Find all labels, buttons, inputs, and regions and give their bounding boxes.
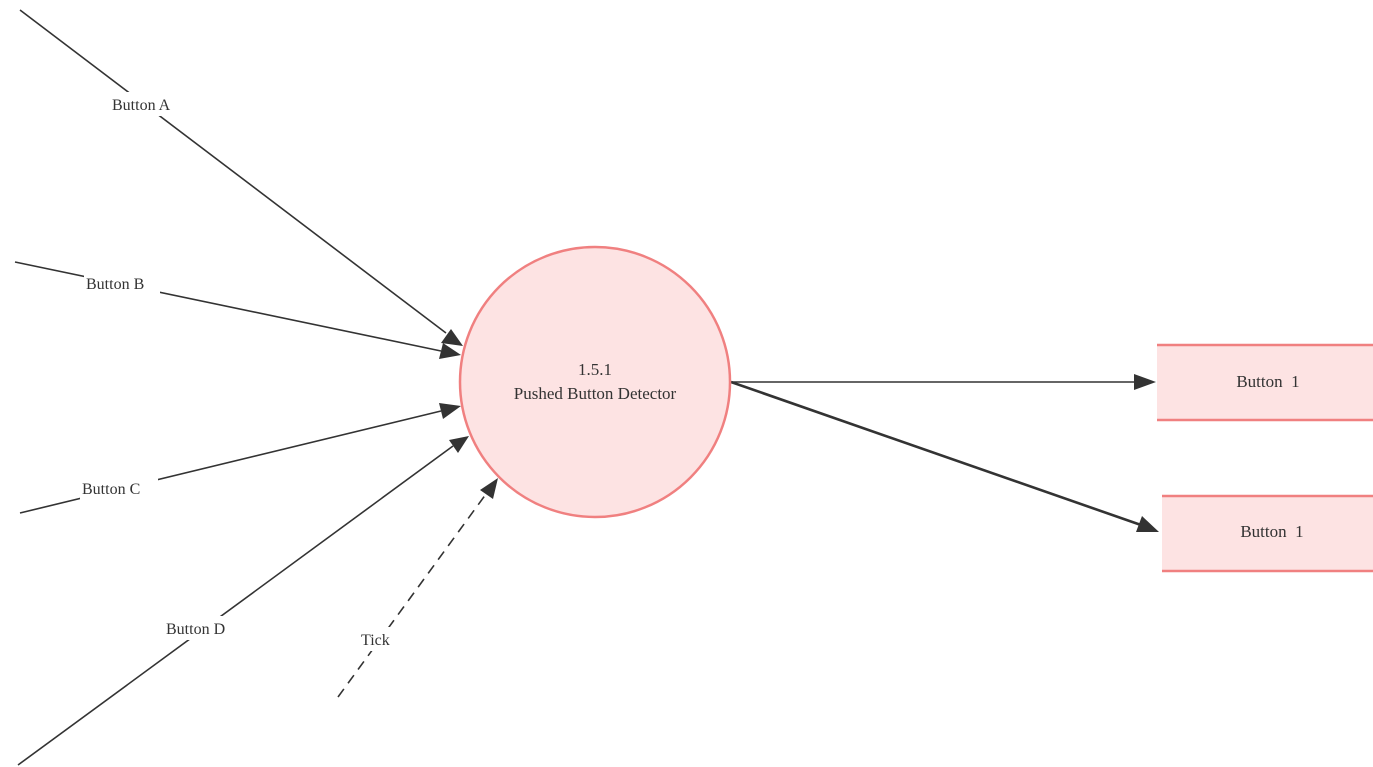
flow-tick-line	[337, 493, 487, 698]
flow-button-d-arrowhead	[449, 436, 469, 453]
flow-button-c[interactable]: Button C	[19, 403, 461, 514]
flow-output-1[interactable]	[731, 374, 1156, 390]
process-node[interactable]: 1.5.1 Pushed Button Detector	[458, 245, 732, 519]
flow-output-2-line	[730, 380, 1142, 527]
flow-button-b[interactable]: Button B	[14, 261, 461, 359]
flow-button-d[interactable]: Button D	[17, 436, 469, 766]
data-store-2-box	[1162, 496, 1373, 571]
flow-button-b-label: Button B	[86, 276, 144, 293]
flow-tick-arrowhead	[480, 478, 498, 499]
flow-output-2-arrowhead	[1136, 516, 1159, 532]
flow-button-d-line	[17, 445, 454, 766]
data-store-1-box	[1157, 345, 1373, 420]
flow-button-a-line	[19, 9, 447, 334]
flow-output-1-arrowhead	[1134, 374, 1156, 390]
process-name: Pushed Button Detector	[514, 384, 677, 403]
process-number: 1.5.1	[578, 360, 612, 379]
data-store-2-label: Button 1	[1240, 522, 1303, 541]
flow-button-d-label: Button D	[166, 621, 225, 638]
flow-tick[interactable]: Tick	[337, 478, 498, 698]
flow-button-a[interactable]: Button A	[19, 9, 463, 346]
flow-button-c-arrowhead	[439, 403, 461, 419]
flow-button-b-arrowhead	[439, 343, 461, 359]
data-store-1[interactable]: Button 1	[1157, 343, 1373, 422]
flow-output-2[interactable]	[730, 380, 1159, 532]
flow-tick-label: Tick	[361, 632, 390, 649]
flow-button-b-line	[14, 261, 442, 352]
data-store-2[interactable]: Button 1	[1162, 494, 1373, 573]
data-store-1-label: Button 1	[1236, 372, 1299, 391]
process-circle	[458, 245, 732, 519]
flow-button-a-arrowhead	[441, 329, 463, 346]
flow-button-a-label: Button A	[112, 97, 171, 114]
flow-button-c-label: Button C	[82, 481, 140, 498]
